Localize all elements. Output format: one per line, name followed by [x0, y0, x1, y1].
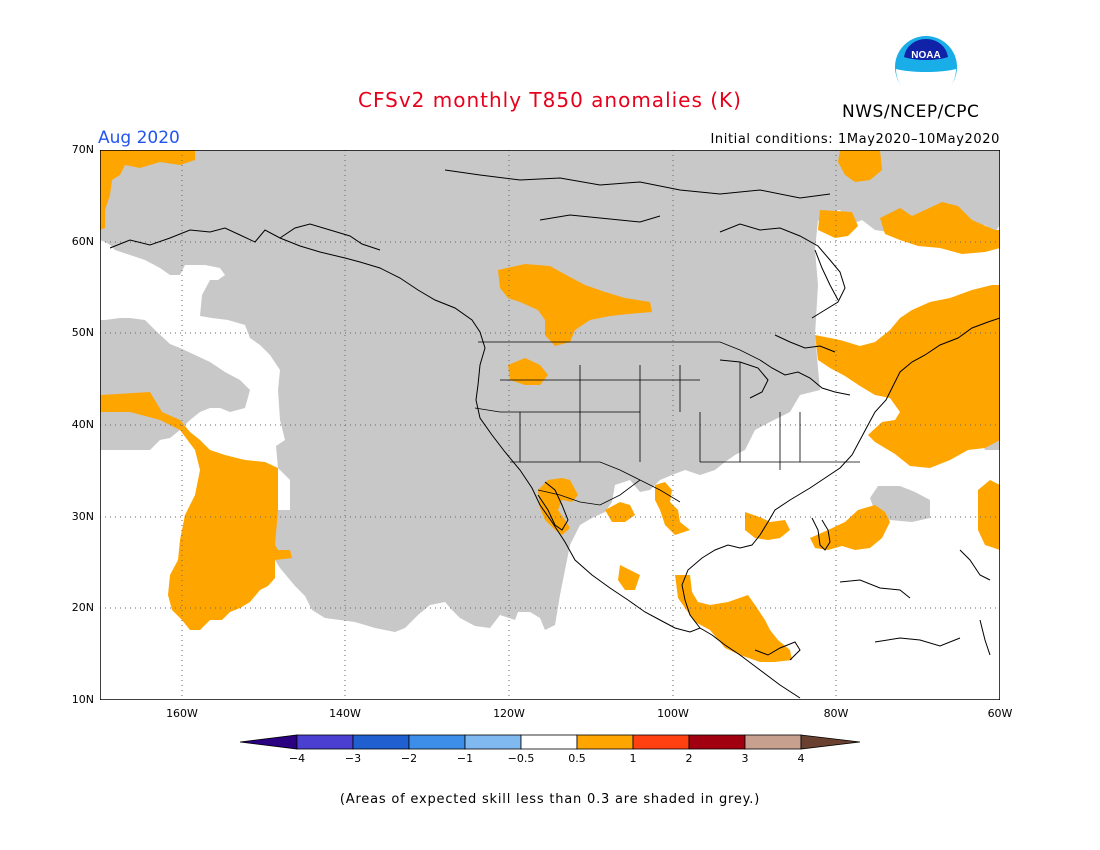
lat-label: 10N — [71, 693, 94, 706]
colorbar-swatch — [520, 734, 578, 750]
warm-anomaly-areas — [100, 150, 1000, 662]
low-skill-area-atlantic — [870, 435, 1000, 522]
skill-footnote: (Areas of expected skill less than 0.3 a… — [339, 792, 761, 807]
colorbar-tick: −4 — [288, 752, 306, 765]
noaa-logo: NOAA — [895, 36, 957, 99]
lat-label: 70N — [71, 143, 94, 156]
initial-conditions: Initial conditions: 1May2020–10May2020 — [710, 132, 1000, 147]
lat-label: 40N — [71, 418, 94, 431]
colorbar-swatch — [744, 734, 802, 750]
lat-label: 30N — [71, 510, 94, 523]
graticule — [100, 150, 1000, 700]
colorbar-swatch — [408, 734, 466, 750]
logo-text: NOAA — [911, 50, 940, 61]
colorbar-tick: −0.5 — [507, 752, 535, 765]
colorbar-swatch — [352, 734, 410, 750]
colorbar-swatch — [688, 734, 746, 750]
anomaly-map — [100, 150, 1000, 700]
lon-label: 100W — [657, 707, 689, 720]
forecast-month: Aug 2020 — [98, 128, 180, 148]
lon-label: 80W — [823, 707, 849, 720]
lon-label: 160W — [166, 707, 198, 720]
colorbar-tick: 3 — [741, 752, 749, 765]
lat-label: 20N — [71, 601, 94, 614]
colorbar — [240, 734, 861, 750]
colorbar-swatch — [296, 734, 354, 750]
colorbar-swatch — [464, 734, 522, 750]
low-skill-area — [100, 150, 1000, 632]
colorbar-tick: 2 — [685, 752, 693, 765]
colorbar-tick: 1 — [629, 752, 637, 765]
org-label: NWS/NCEP/CPC — [842, 102, 980, 122]
colorbar-tick: −2 — [400, 752, 418, 765]
colorbar-swatch — [800, 734, 861, 750]
colorbar-tick: −1 — [456, 752, 474, 765]
lat-label: 50N — [71, 326, 94, 339]
colorbar-tick: −3 — [344, 752, 362, 765]
colorbar-tick: 0.5 — [568, 752, 586, 765]
political-borders — [474, 341, 860, 506]
lat-label: 60N — [71, 235, 94, 248]
colorbar-tick: 4 — [797, 752, 805, 765]
map-title: CFSv2 monthly T850 anomalies (K) — [358, 88, 742, 112]
lon-label: 60W — [987, 707, 1013, 720]
colorbar-swatch — [240, 734, 298, 750]
coastlines — [109, 169, 1000, 699]
colorbar-swatch — [576, 734, 634, 750]
colorbar-swatch — [632, 734, 690, 750]
lon-label: 120W — [493, 707, 525, 720]
lon-label: 140W — [329, 707, 361, 720]
